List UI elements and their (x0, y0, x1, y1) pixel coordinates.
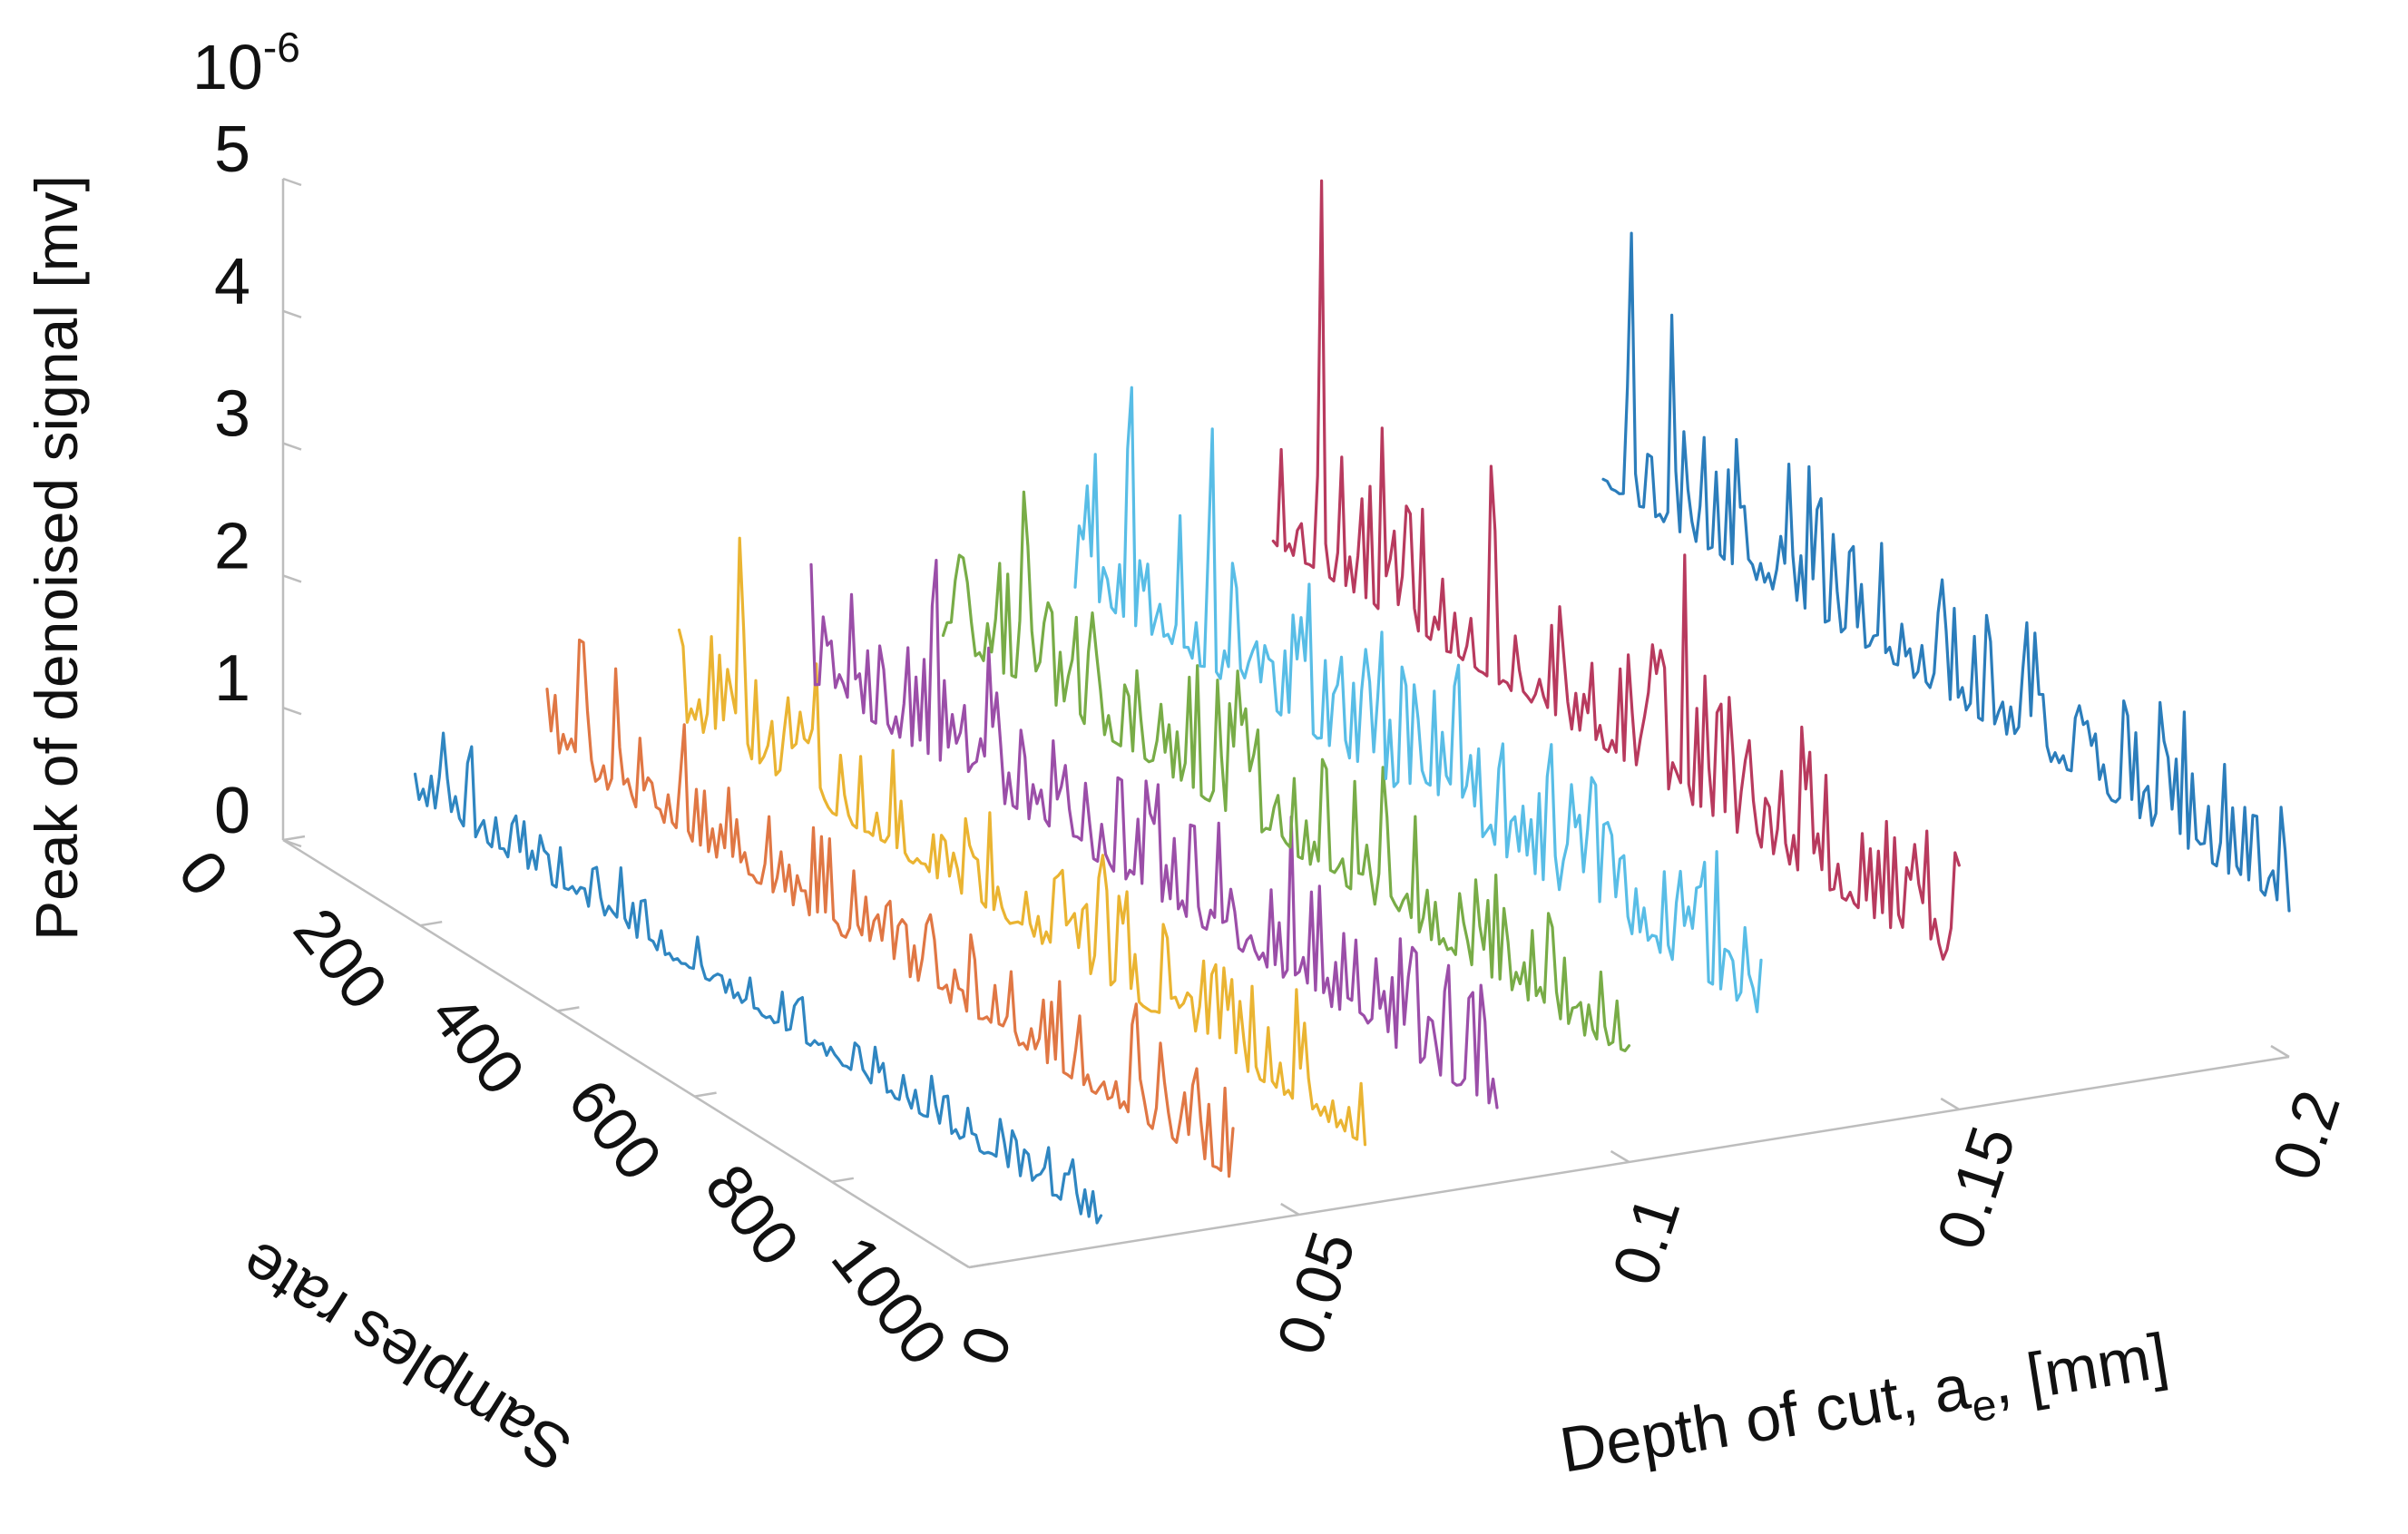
z-tick-mark (282, 838, 302, 848)
y-tick-label: 600 (554, 1066, 675, 1193)
x-tick-mark (950, 1255, 970, 1269)
x-tick-label: 0.15 (1923, 1118, 2029, 1257)
series-layer (413, 179, 2291, 1225)
z-tick-mark (282, 442, 302, 451)
x-tick-mark (1940, 1097, 1960, 1111)
z-scale-exponent: -6 (263, 24, 300, 71)
z-tick-label: 5 (214, 113, 250, 186)
y-tick-label: 0 (165, 837, 242, 909)
series-line-8 (1601, 231, 2291, 913)
labels-layer: 10-6 Peak of denoised signal [mv] Sample… (23, 24, 2354, 1497)
y-tick-mark (419, 920, 443, 927)
x-axis-label: Depth of cut, ae, [mm] (1555, 1320, 2174, 1497)
series-line-1 (413, 731, 1103, 1225)
z-tick-label: 1 (214, 642, 250, 715)
y-tick-label: 1000 (818, 1223, 961, 1378)
z-scale-label: 10-6 (192, 24, 300, 103)
series-line-2 (545, 638, 1235, 1178)
y-axis-label: Samples rate (229, 1227, 583, 1486)
z-tick-mark (282, 309, 302, 318)
series-line-5 (941, 490, 1631, 1053)
x-tick-mark (2270, 1044, 2290, 1059)
z-tick-label: 4 (214, 246, 250, 318)
z-tick-mark (282, 574, 302, 583)
x-tick-label: 0 (947, 1318, 1025, 1373)
y-tick-label: 200 (280, 895, 401, 1022)
z-axis-label: Peak of denoised signal [mv] (23, 175, 90, 941)
z-tick-mark (282, 707, 302, 716)
x-tick-label: 0.05 (1263, 1223, 1368, 1363)
series-line-4 (809, 558, 1499, 1109)
x-tick-mark (1610, 1149, 1630, 1164)
series-line-6 (1073, 386, 1763, 1014)
series-line-7 (1271, 179, 1961, 962)
z-tick-mark (282, 177, 302, 187)
y-tick-mark (694, 1091, 717, 1098)
x-tick-mark (1280, 1202, 1300, 1216)
y-tick-mark (282, 835, 306, 842)
y-tick-mark (968, 1262, 992, 1269)
x-tick-label: 0.2 (2259, 1082, 2354, 1188)
y-tick-mark (831, 1177, 855, 1184)
z-tick-label: 0 (214, 775, 250, 847)
x-tick-label: 0.1 (1599, 1187, 1693, 1294)
z-tick-label: 3 (214, 378, 250, 451)
series-line-3 (677, 536, 1367, 1147)
y-axis-line (282, 838, 970, 1269)
axes-layer (281, 177, 2290, 1269)
y-tick-label: 400 (417, 981, 538, 1108)
y-tick-mark (557, 1006, 580, 1012)
z-tick-label: 2 (214, 510, 250, 582)
y-tick-label: 800 (691, 1151, 812, 1278)
